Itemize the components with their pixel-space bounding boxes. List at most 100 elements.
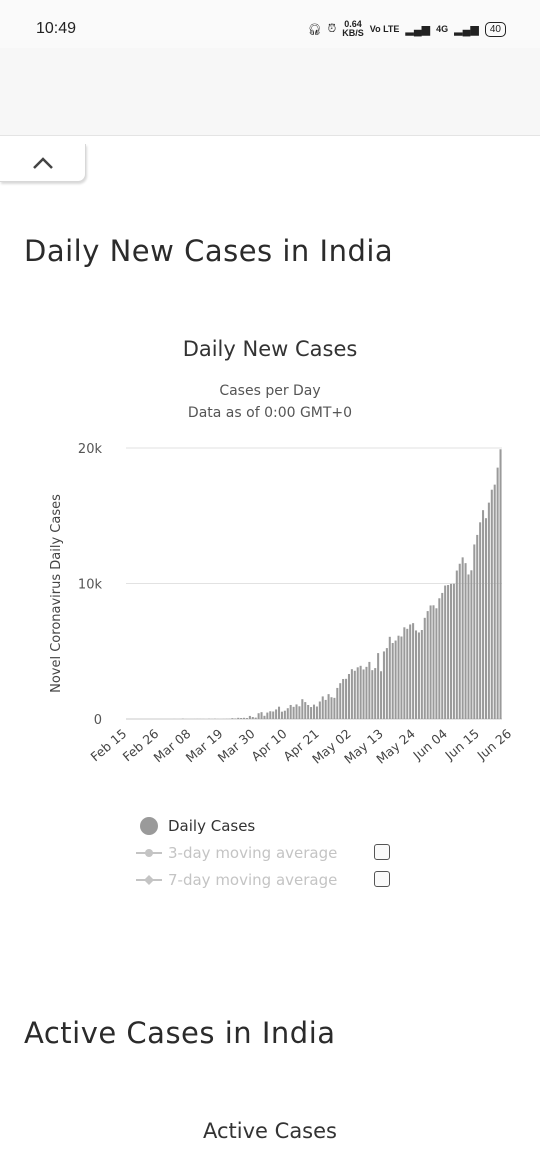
- section-heading-daily: Daily New Cases in India: [24, 234, 394, 268]
- bar: [397, 635, 400, 719]
- bar: [333, 697, 336, 719]
- avg3-checkbox[interactable]: [374, 844, 390, 860]
- legend-line-icon: [136, 848, 162, 857]
- bar: [429, 605, 432, 719]
- bar: [251, 717, 254, 719]
- bar: [359, 665, 362, 719]
- legend-label-avg3: 3-day moving average: [168, 843, 338, 862]
- bar: [298, 706, 301, 719]
- bar: [435, 608, 438, 719]
- bar: [286, 708, 289, 719]
- bar: [388, 636, 391, 719]
- bar: [394, 640, 397, 719]
- bar: [461, 557, 464, 719]
- bar: [470, 570, 473, 719]
- x-tick-label: Jun 15: [441, 726, 482, 763]
- bar: [490, 489, 493, 719]
- bar: [243, 717, 246, 719]
- bar: [353, 670, 356, 719]
- bar: [318, 701, 321, 719]
- bar: [467, 574, 470, 719]
- bar: [237, 717, 240, 719]
- alarm-icon: ⏰︎: [327, 22, 337, 35]
- chart-title: Daily New Cases: [182, 337, 358, 361]
- bar: [403, 627, 406, 719]
- y-tick-label: 20k: [78, 442, 103, 457]
- network-speed-unit: KB/S: [342, 28, 364, 38]
- y-tick-label: 10k: [78, 578, 103, 593]
- bar: [482, 510, 485, 719]
- bar: [356, 667, 359, 719]
- legend-item-avg3[interactable]: 3-day moving average: [136, 839, 406, 866]
- collapse-button[interactable]: [0, 144, 86, 182]
- bar: [240, 717, 243, 719]
- bar: [371, 670, 374, 719]
- bar: [266, 712, 269, 719]
- bar: [464, 563, 467, 719]
- volte-label: Vo LTE: [369, 23, 400, 34]
- bar: [420, 630, 423, 719]
- x-tick-label: Jun 04: [409, 726, 450, 763]
- legend-label-daily: Daily Cases: [168, 816, 256, 835]
- chart-subtitle-1: Cases per Day: [219, 383, 321, 399]
- bar: [455, 570, 458, 719]
- bar: [382, 651, 385, 719]
- bar: [310, 707, 313, 719]
- legend-item-avg7[interactable]: 7-day moving average: [136, 866, 406, 893]
- bar: [365, 666, 368, 719]
- bar: [447, 585, 450, 719]
- bar: [278, 706, 281, 719]
- bar: [377, 653, 380, 719]
- bar: [307, 704, 310, 719]
- bar: [487, 502, 490, 719]
- signal-icon-2: ▂▄▆: [454, 23, 479, 36]
- legend-line-icon: [136, 874, 162, 885]
- bar: [432, 605, 435, 719]
- bar: [324, 699, 327, 719]
- bar: [248, 715, 251, 719]
- bar: [342, 679, 345, 719]
- legend-dot-icon: [140, 816, 158, 835]
- x-tick-label: Jun 26: [474, 726, 515, 763]
- chevron-up-icon: [32, 156, 53, 169]
- bar: [269, 711, 272, 719]
- bar: [441, 592, 444, 719]
- network-speed-value: 0.64: [344, 19, 362, 29]
- bar: [476, 534, 479, 719]
- bar: [444, 585, 447, 719]
- bar: [336, 687, 339, 719]
- bar: [426, 611, 429, 719]
- bar: [493, 484, 496, 719]
- bar: [423, 617, 426, 719]
- status-time: 10:49: [36, 20, 77, 37]
- bar: [283, 710, 286, 719]
- bar: [315, 706, 318, 719]
- section-heading-active: Active Cases in India: [24, 1016, 336, 1050]
- legend-item-daily[interactable]: Daily Cases: [136, 812, 406, 839]
- bar: [368, 661, 371, 719]
- network-4g-label: 4G: [436, 23, 449, 34]
- chart-subtitle-2: Data as of 0:00 GMT+0: [187, 405, 353, 421]
- avg7-checkbox[interactable]: [374, 871, 390, 887]
- y-axis-label: Novel Coronavirus Daily Cases: [49, 494, 64, 693]
- bar: [479, 522, 482, 719]
- bar: [412, 623, 415, 719]
- bar: [362, 669, 365, 719]
- bar: [339, 683, 342, 719]
- bar: [289, 704, 292, 719]
- bar: [301, 699, 304, 719]
- bar: [263, 715, 266, 719]
- network-speed: 0.64 KB/S: [342, 20, 364, 38]
- bar: [260, 712, 263, 719]
- bar: [380, 671, 383, 719]
- bar: [449, 583, 453, 719]
- bar: [406, 628, 409, 719]
- bar: [391, 642, 394, 719]
- chart-legend: Daily Cases 3-day moving average 7-day m…: [136, 812, 406, 893]
- x-tick-label: Mar 30: [215, 726, 258, 765]
- bar: [254, 717, 257, 719]
- bar: [374, 668, 377, 719]
- bar: [234, 718, 237, 719]
- bar: [304, 702, 307, 719]
- bar: [330, 697, 333, 719]
